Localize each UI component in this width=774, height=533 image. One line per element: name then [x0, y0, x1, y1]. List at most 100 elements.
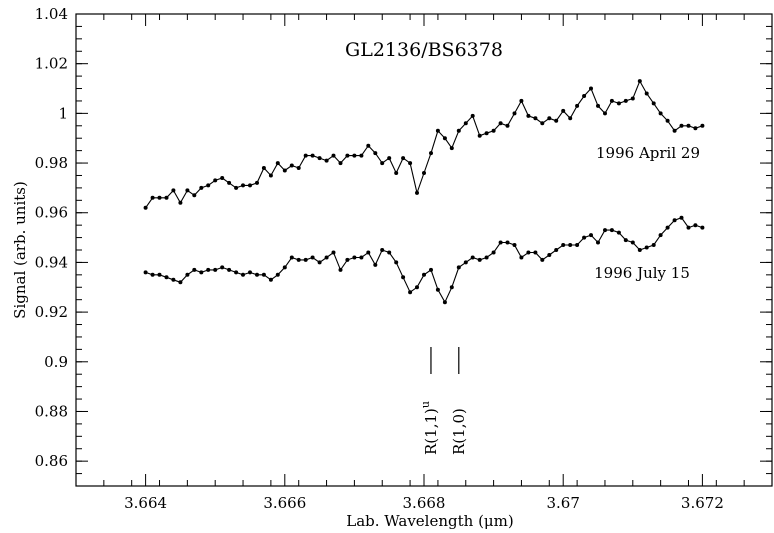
axis-ticks: [75, 13, 773, 487]
data-point: [672, 128, 677, 133]
data-point: [658, 233, 663, 238]
data-point: [609, 98, 614, 103]
y-tick-label: 0.98: [35, 154, 68, 172]
data-point: [234, 270, 239, 275]
data-point: [429, 151, 433, 156]
series-april-29: [143, 79, 705, 210]
data-point: [568, 243, 573, 247]
data-point: [234, 185, 239, 190]
data-point: [429, 267, 433, 272]
chart-title: GL2136/BS6378: [345, 39, 503, 61]
data-point: [338, 267, 343, 272]
data-point: [310, 255, 315, 260]
x-tick-label: 3.67: [546, 494, 579, 512]
data-point: [401, 275, 406, 280]
data-point: [408, 290, 413, 295]
data-point: [554, 118, 559, 123]
y-tick-label: 0.86: [35, 452, 68, 470]
data-point: [394, 260, 399, 265]
data-point: [338, 161, 343, 166]
data-point: [533, 250, 538, 255]
data-point: [672, 218, 677, 223]
data-point: [275, 272, 280, 277]
data-point: [700, 225, 705, 230]
data-point: [185, 188, 190, 193]
data-point: [248, 270, 252, 275]
x-tick-label: 3.668: [403, 494, 446, 512]
data-point: [150, 195, 155, 200]
data-point: [693, 126, 698, 131]
y-tick-label: 1.04: [35, 5, 68, 23]
data-point: [470, 255, 475, 260]
data-point: [255, 180, 259, 185]
y-tick-label: 0.96: [35, 204, 68, 222]
x-tick-label: 3.666: [263, 494, 306, 512]
data-point: [387, 250, 392, 255]
data-point: [345, 257, 350, 262]
data-point: [352, 153, 357, 158]
data-point: [345, 153, 350, 158]
data-point: [470, 113, 475, 118]
data-point: [561, 108, 566, 113]
data-point: [561, 243, 566, 247]
x-tick-labels: 3.664 3.666 3.668 3.67 3.672: [124, 494, 724, 512]
data-point: [296, 166, 301, 170]
r11-label-superscript: u: [419, 401, 432, 408]
data-point: [651, 243, 656, 247]
data-point: [686, 225, 691, 230]
data-point: [380, 161, 385, 166]
data-point: [331, 250, 336, 255]
data-point: [199, 270, 204, 275]
data-point: [289, 255, 294, 260]
series-label-april: 1996 April 29: [596, 144, 700, 162]
data-point: [651, 101, 656, 106]
data-point: [331, 153, 336, 158]
data-point: [157, 272, 162, 277]
x-axis-title: Lab. Wavelength (μm): [346, 512, 514, 530]
line-markers: R(1,1)u R(1,0): [419, 347, 468, 455]
data-point: [213, 267, 218, 272]
data-point: [540, 121, 545, 126]
series-line: [145, 217, 703, 304]
y-axis-title: Signal (arb. units): [11, 181, 29, 319]
data-point: [665, 118, 670, 123]
data-point: [227, 267, 232, 272]
data-point: [596, 103, 600, 108]
data-point: [324, 158, 329, 163]
data-point: [644, 91, 649, 96]
data-point: [303, 257, 308, 262]
data-point: [150, 272, 155, 277]
data-point: [143, 205, 148, 210]
data-point: [498, 121, 503, 126]
data-point: [540, 257, 545, 262]
data-point: [463, 260, 468, 265]
series-layer: [143, 79, 705, 305]
data-point: [603, 111, 607, 116]
data-point: [526, 250, 531, 255]
data-point: [171, 188, 176, 193]
data-point: [449, 146, 454, 151]
y-tick-label: 1: [58, 104, 68, 122]
data-point: [679, 215, 684, 220]
data-point: [603, 228, 607, 233]
y-tick-label: 0.92: [35, 303, 68, 321]
data-point: [422, 272, 426, 277]
data-point: [373, 151, 378, 156]
r11-marker-label: R(1,1)u: [419, 401, 440, 455]
data-point: [568, 116, 573, 121]
data-point: [310, 153, 315, 158]
data-point: [442, 136, 447, 141]
data-point: [526, 113, 531, 118]
data-point: [519, 98, 524, 103]
data-point: [206, 267, 211, 272]
data-point: [658, 111, 663, 116]
data-point: [255, 272, 259, 277]
data-point: [616, 230, 621, 235]
data-point: [359, 255, 364, 260]
data-point: [512, 111, 517, 116]
data-point: [387, 156, 392, 161]
data-point: [380, 248, 385, 252]
data-point: [282, 168, 287, 173]
data-point: [442, 300, 447, 305]
